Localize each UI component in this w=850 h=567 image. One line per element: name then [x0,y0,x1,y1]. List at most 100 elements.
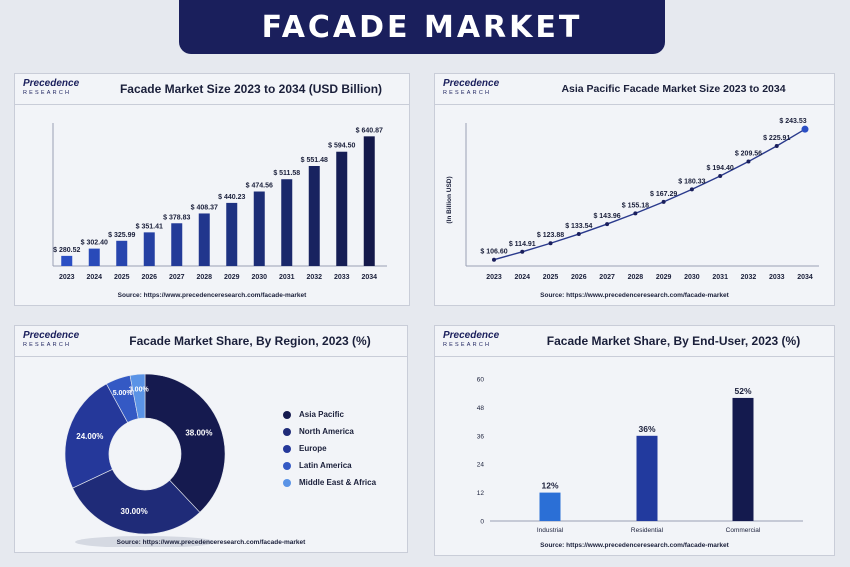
bar [88,248,100,266]
x-tick-label: Industrial [537,527,564,534]
chart-title: Asia Pacific Facade Market Size 2023 to … [561,83,786,95]
x-tick-label: 2028 [628,274,644,281]
slice-value-label: 24.00% [76,432,103,441]
bar [253,191,265,266]
point-value-label: $ 114.91 [509,241,536,248]
x-tick-label: 2026 [141,274,157,281]
y-tick-label: 60 [477,377,485,384]
bar-value-label: $ 302.40 [81,240,108,247]
panel-header: Precedence RESEARCH Facade Market Size 2… [15,74,409,105]
x-tick-label: 2028 [196,274,212,281]
x-tick-label: 2031 [279,274,295,281]
bar-value-label: $ 408.37 [191,204,218,211]
region-share-panel: Precedence RESEARCH Facade Market Share,… [14,325,408,553]
x-tick-label: 2024 [86,274,102,281]
legend-swatch [283,444,291,453]
x-tick-label: 2031 [712,274,728,281]
legend-swatch [283,461,291,470]
market-size-chart: $ 280.52 2023 $ 302.40 2024 $ 325.99 2025 $ 35… [52,123,387,281]
panel-header: Precedence RESEARCH Facade Market Share,… [435,326,834,357]
data-point [605,222,610,227]
point-value-label: $ 106.60 [480,249,507,256]
legend-item: Asia Pacific [283,406,376,423]
logo-subtext: RESEARCH [443,342,492,348]
point-value-label: $ 143.96 [593,213,620,220]
data-point [746,159,751,164]
source-note: Source: https://www.precedenceresearch.c… [540,542,729,549]
point-value-label: $ 180.33 [678,178,705,185]
legend-item: Europe [283,440,376,457]
x-tick-label: 2025 [543,274,559,281]
data-point [576,232,581,237]
panel-header: Precedence RESEARCH Facade Market Share,… [15,326,407,357]
x-tick-label: Residential [631,527,664,534]
chart-title: Facade Market Share, By Region, 2023 (%) [129,334,371,348]
bar [732,397,754,521]
legend-swatch [283,478,291,487]
chart-title: Facade Market Size 2023 to 2034 (USD Bil… [119,82,383,96]
data-point [774,143,779,148]
point-value-label: $ 123.88 [537,232,564,239]
bar-value-label: $ 378.83 [163,214,190,221]
x-tick-label: 2027 [169,274,185,281]
data-point [689,187,694,192]
legend-label: Europe [299,444,327,453]
y-axis-label: (In Billion USD) [446,176,453,223]
legend-item: Latin America [283,457,376,474]
y-tick-label: 24 [477,462,485,469]
legend-swatch [283,410,291,419]
legend-label: Latin America [299,461,352,470]
x-tick-label: Commercial [726,527,761,534]
source-note: Source: https://www.precedenceresearch.c… [116,539,306,546]
donut-slice [144,373,226,513]
slice-value-label: 38.00% [185,429,212,438]
bar [143,232,155,266]
bar-value-label: $ 325.99 [108,232,135,239]
x-tick-label: 2032 [306,274,322,281]
x-tick-label: 2029 [656,274,672,281]
bar [308,165,320,266]
data-point [718,174,723,179]
x-tick-label: 2032 [741,274,757,281]
logo-subtext: RESEARCH [443,90,492,96]
point-value-label: $ 167.29 [650,191,677,198]
bar [116,240,128,266]
legend-swatch [283,427,291,436]
y-tick-label: 48 [477,405,485,412]
banner: FACADE MARKET [179,0,665,54]
point-value-label: $ 133.54 [565,223,592,230]
bar-value-label: $ 280.52 [53,247,80,254]
bar [363,136,375,266]
x-tick-label: 2030 [684,274,700,281]
bar [336,151,348,266]
logo-subtext: RESEARCH [23,342,72,348]
data-point [548,241,553,246]
bar-value-label: $ 474.56 [246,183,273,190]
legend-label: Middle East & Africa [299,478,377,487]
end-user-panel: Precedence RESEARCH Facade Market Share,… [434,325,835,556]
legend-label: Asia Pacific [299,410,344,419]
slice-value-label: 5.00% [113,390,134,397]
y-tick-label: 36 [477,433,485,440]
data-point [520,249,525,254]
donut-slice [64,383,129,489]
precedence-logo: Precedence RESEARCH [23,78,85,100]
bar-value-label: $ 551.48 [301,157,328,164]
bar [171,223,183,266]
bar-value-label: 52% [734,386,751,396]
data-point [633,211,638,216]
asia-pacific-panel: Precedence RESEARCH Asia Pacific Facade … [434,73,835,306]
y-tick-label: 12 [477,490,485,497]
x-tick-label: 2024 [514,274,530,281]
series-line [493,128,806,261]
point-value-label: $ 243.53 [779,118,806,125]
point-value-label: $ 225.91 [763,135,790,142]
bar-value-label: $ 511.58 [273,170,300,177]
asia-pacific-chart: (In Billion USD) $ 106.60 2023 $ 114.91 2024… [446,118,819,281]
bar [636,435,658,521]
x-tick-label: 2026 [571,274,587,281]
bar-value-label: $ 351.41 [136,223,163,230]
bar [198,213,210,266]
bar-value-label: 12% [541,481,558,491]
market-size-panel: Precedence RESEARCH Facade Market Size 2… [14,73,410,306]
